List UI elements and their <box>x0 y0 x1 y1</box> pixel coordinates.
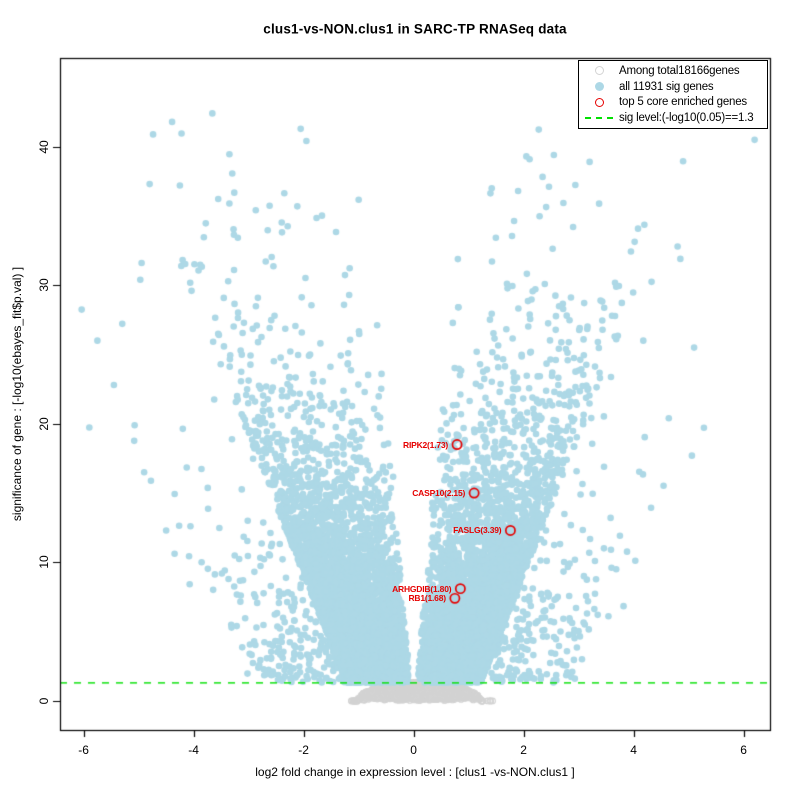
volcano-plot-canvas <box>0 0 800 800</box>
volcano-plot-figure: clus1-vs-NON.clus1 in SARC-TP RNASeq dat… <box>0 0 800 800</box>
